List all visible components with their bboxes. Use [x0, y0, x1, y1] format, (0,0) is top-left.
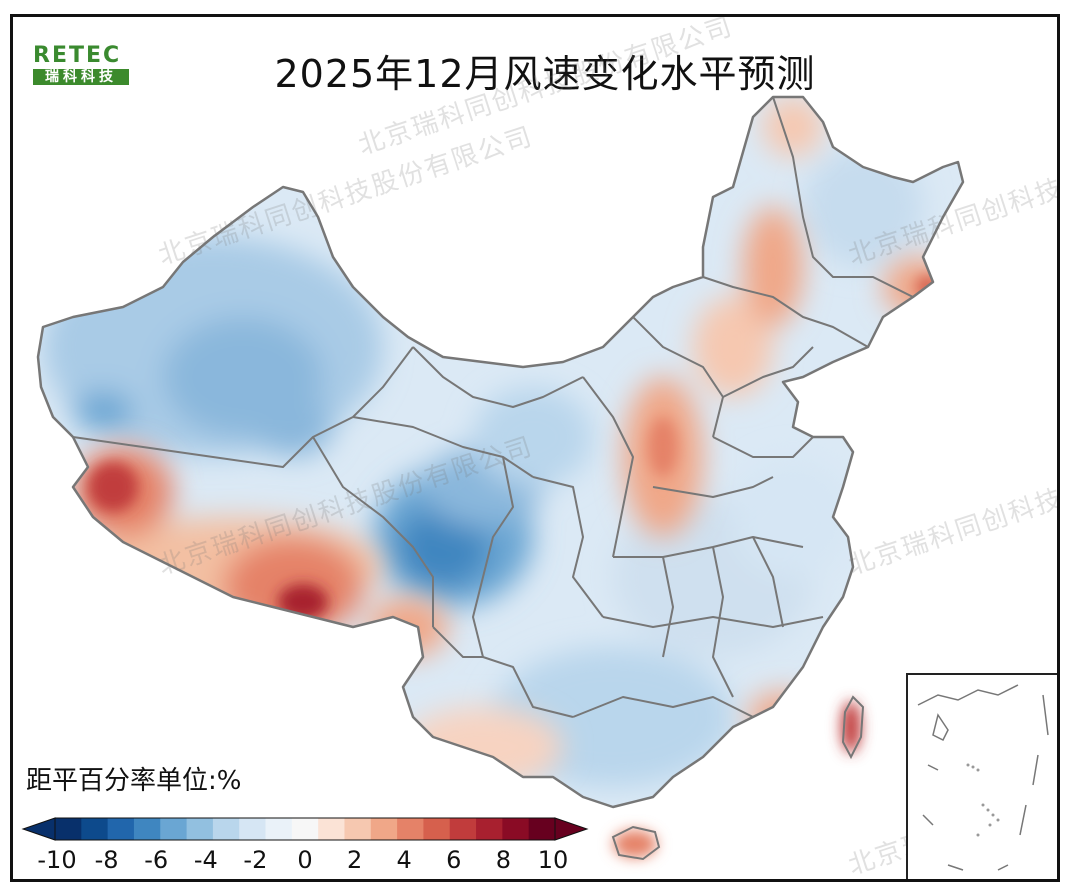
- colorbar-swatch: [449, 818, 477, 840]
- logo-top-text: RETEC: [33, 43, 122, 68]
- colorbar-tick-label: 8: [495, 846, 512, 874]
- colorbar-swatch: [239, 818, 267, 840]
- colorbar-swatch: [186, 818, 214, 840]
- inset-map: [917, 684, 1049, 871]
- colorbar-ticks: -10 -8 -6 -4 -2 0 2 4 6 8 10: [0, 846, 1080, 876]
- colorbar-swatch: [212, 818, 240, 840]
- colorbar-tick-label: 2: [346, 846, 363, 874]
- colorbar-tick-label: 0: [297, 846, 313, 874]
- colorbar-tick-label: 6: [446, 846, 462, 874]
- china-map: [36, 95, 965, 861]
- colorbar-low-arrow: [21, 817, 56, 841]
- colorbar-tick-label: 10: [537, 846, 569, 874]
- colorbar-swatch: [344, 818, 372, 840]
- colorbar-tick-label: 4: [396, 846, 412, 874]
- colorbar-tick-label: -6: [144, 846, 169, 874]
- colorbar-swatch: [160, 818, 188, 840]
- colorbar-tick-label: -2: [243, 846, 268, 874]
- colorbar-swatch: [55, 818, 82, 840]
- colorbar-swatch: [528, 818, 556, 840]
- map-title: 2025年12月风速变化水平预测: [274, 52, 816, 96]
- colorbar-swatch: [291, 818, 319, 840]
- retec-logo: RETEC 瑞科科技: [33, 45, 133, 91]
- colorbar-swatch: [423, 818, 451, 840]
- legend-title: 距平百分率单位:%: [26, 766, 242, 796]
- colorbar-tick-label: -4: [193, 846, 218, 874]
- colorbar-swatch: [476, 818, 503, 840]
- colorbar-swatch: [502, 818, 530, 840]
- colorbar-svg: [21, 817, 589, 841]
- colorbar-swatch: [265, 818, 293, 840]
- colorbar-tick-label: -10: [37, 846, 77, 874]
- south-china-sea-inset: [906, 673, 1057, 879]
- colorbar-swatch: [81, 818, 109, 840]
- colorbar-swatch: [107, 818, 135, 840]
- colorbar-swatch: [133, 818, 161, 840]
- map-frame: RETEC 瑞科科技 2025年12月风速变化水平预测 北京瑞科同创科技股份有限…: [10, 14, 1060, 882]
- colorbar-tick-label: -8: [94, 846, 119, 874]
- colorbar-swatch: [370, 818, 398, 840]
- colorbar-swatch: [318, 818, 345, 840]
- colorbar-high-arrow: [554, 817, 589, 841]
- logo-bottom-text: 瑞科科技: [33, 69, 129, 85]
- colorbar-swatch: [397, 818, 424, 840]
